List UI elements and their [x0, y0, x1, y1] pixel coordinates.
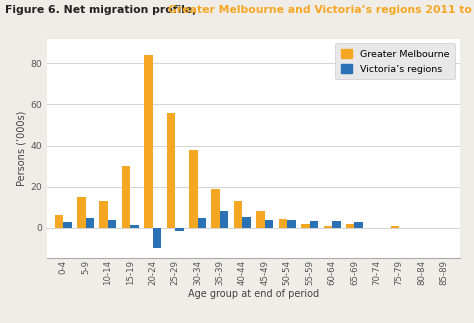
Text: Figure 6. Net migration profile,: Figure 6. Net migration profile, — [5, 5, 200, 15]
Bar — [85, 218, 94, 228]
Bar — [198, 218, 206, 228]
Bar — [55, 215, 63, 228]
Bar — [355, 223, 363, 228]
Bar — [153, 228, 161, 248]
Bar — [220, 211, 228, 228]
Bar — [265, 220, 273, 228]
Bar — [287, 220, 296, 228]
Y-axis label: Persons (’000s): Persons (’000s) — [17, 111, 27, 186]
Bar — [122, 166, 130, 228]
Bar — [144, 55, 153, 228]
Bar — [242, 217, 251, 228]
Bar — [175, 228, 183, 231]
Bar — [324, 225, 332, 228]
Bar — [279, 219, 287, 228]
Bar — [346, 224, 355, 228]
Bar — [189, 150, 198, 228]
Bar — [167, 113, 175, 228]
Bar — [332, 222, 340, 228]
Text: Greater Melbourne and Victoria’s regions 2011 to 2016: Greater Melbourne and Victoria’s regions… — [168, 5, 474, 15]
Bar — [77, 197, 85, 228]
Bar — [234, 201, 242, 228]
Bar — [310, 222, 318, 228]
Bar — [391, 225, 399, 228]
Bar — [301, 224, 310, 228]
Bar — [108, 220, 117, 228]
Legend: Greater Melbourne, Victoria’s regions: Greater Melbourne, Victoria’s regions — [335, 44, 455, 79]
Bar — [63, 223, 72, 228]
X-axis label: Age group at end of period: Age group at end of period — [188, 289, 319, 299]
Bar — [211, 189, 220, 228]
Bar — [130, 224, 139, 228]
Bar — [100, 201, 108, 228]
Bar — [256, 211, 265, 228]
